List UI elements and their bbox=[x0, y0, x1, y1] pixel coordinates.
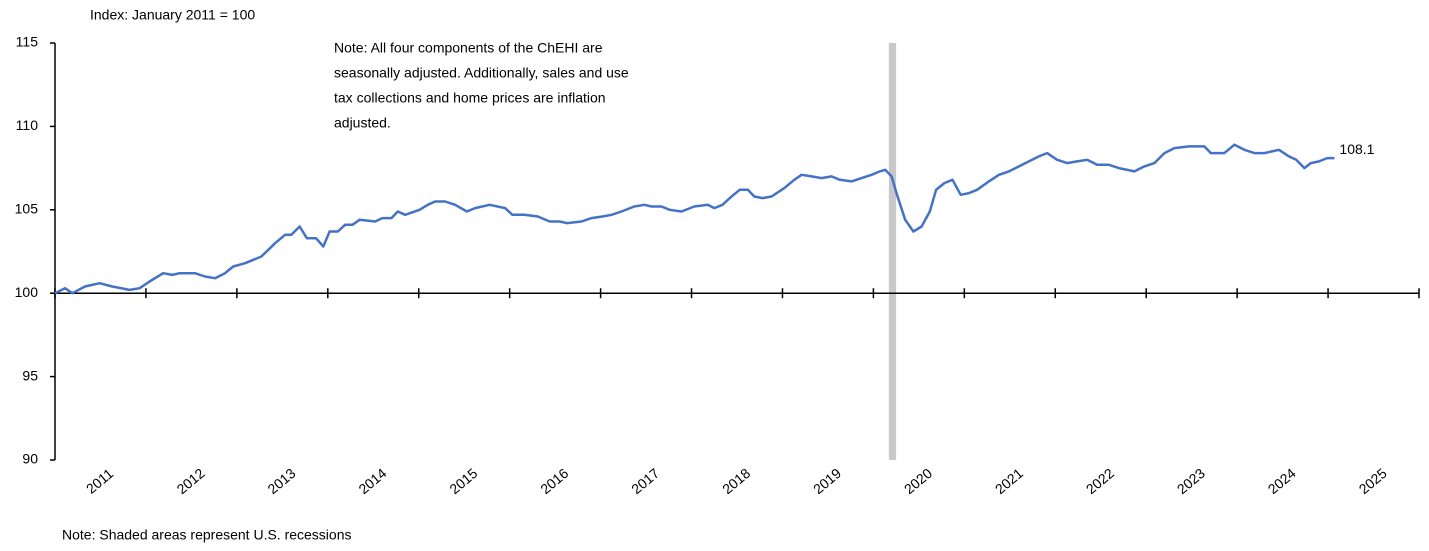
y-tick-label: 95 bbox=[22, 367, 38, 383]
subtitle: Index: January 2011 = 100 bbox=[90, 7, 255, 23]
x-tick-label: 2021 bbox=[992, 465, 1026, 497]
index-line bbox=[54, 143, 1335, 295]
y-tick-label: 100 bbox=[15, 284, 39, 300]
x-tick-label: 2025 bbox=[1356, 465, 1390, 497]
x-tick-label: 2017 bbox=[628, 465, 662, 497]
x-tick-label: 2012 bbox=[173, 465, 207, 497]
end-label: 108.1 bbox=[1339, 141, 1374, 157]
x-tick-label: 2016 bbox=[537, 465, 571, 497]
note-line: seasonally adjusted. Additionally, sales… bbox=[334, 65, 629, 81]
x-tick-label: 2023 bbox=[1174, 465, 1208, 497]
x-tick-label: 2015 bbox=[446, 465, 480, 497]
y-tick-label: 105 bbox=[15, 201, 39, 217]
x-tick-label: 2022 bbox=[1083, 465, 1117, 497]
y-tick-label: 90 bbox=[22, 451, 38, 467]
footnote: Note: Shaded areas represent U.S. recess… bbox=[62, 527, 352, 543]
x-tick-label: 2011 bbox=[83, 465, 117, 497]
x-tick-label: 2018 bbox=[719, 465, 753, 497]
x-tick-label: 2020 bbox=[901, 465, 935, 497]
x-tick-label: 2014 bbox=[355, 465, 389, 497]
note-line: Note: All four components of the ChEHI a… bbox=[334, 40, 603, 56]
x-tick-label: 2013 bbox=[264, 465, 298, 497]
note-line: adjusted. bbox=[334, 115, 391, 131]
y-tick-label: 110 bbox=[16, 117, 39, 133]
recession-band bbox=[888, 43, 897, 460]
y-tick-label: 115 bbox=[16, 34, 39, 50]
x-tick-label: 2024 bbox=[1265, 465, 1299, 497]
x-tick-label: 2019 bbox=[810, 465, 844, 497]
note-line: tax collections and home prices are infl… bbox=[334, 90, 606, 106]
